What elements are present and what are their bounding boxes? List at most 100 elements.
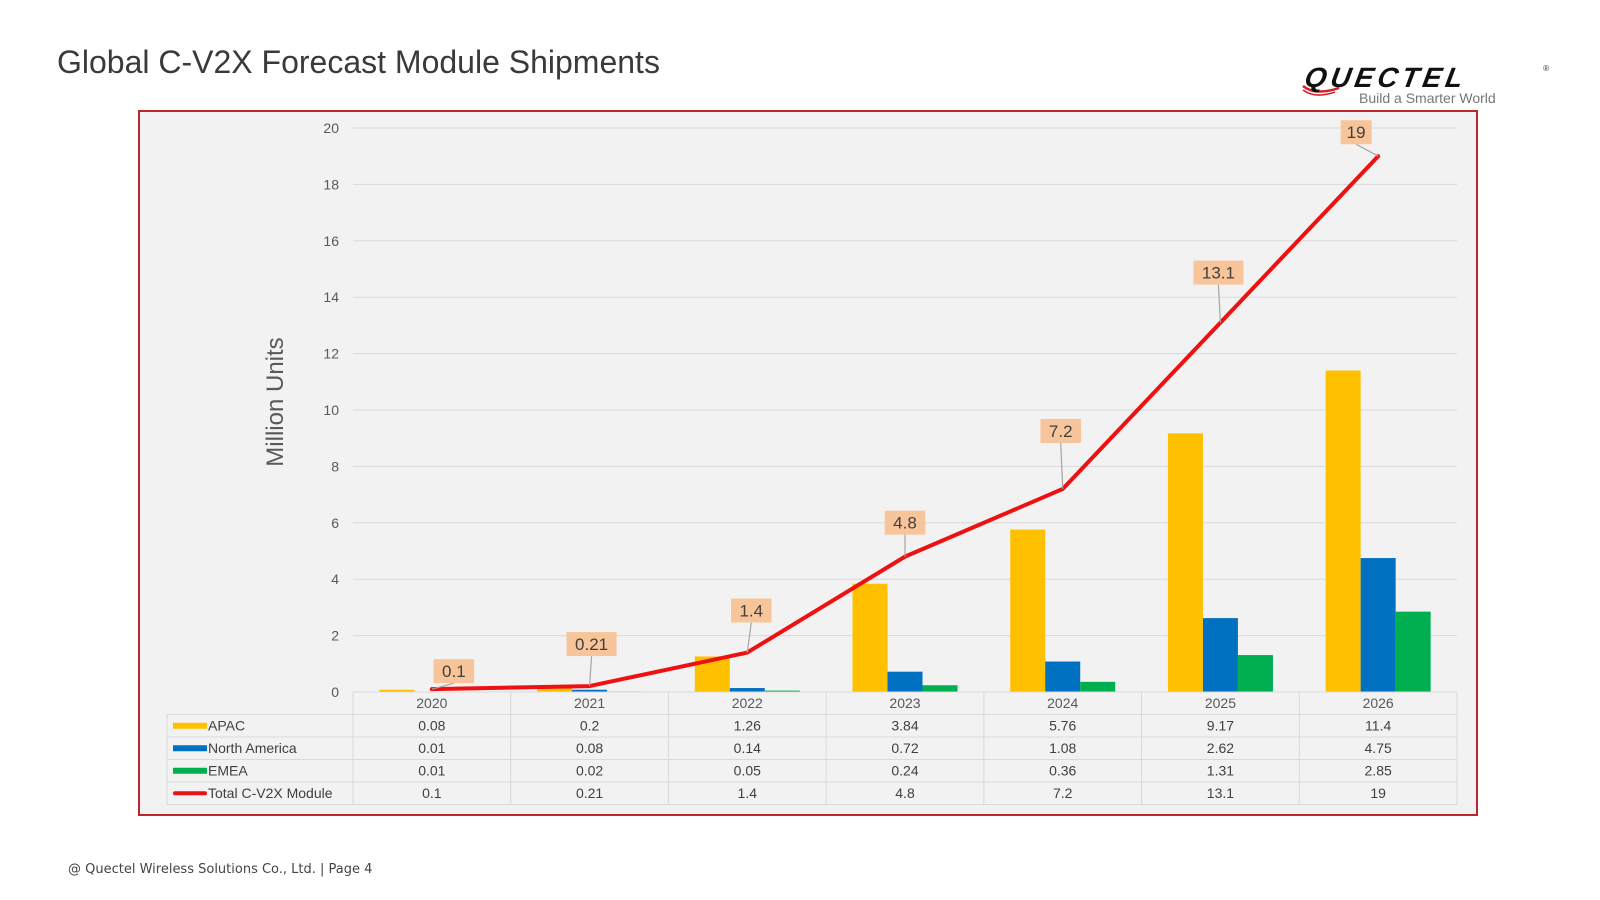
bar-apac bbox=[1010, 529, 1046, 692]
bar-apac bbox=[379, 689, 415, 692]
quectel-logo: QUECTEL ® Build a Smarter World bbox=[1302, 62, 1555, 110]
y-tick-label: 14 bbox=[323, 289, 339, 305]
table-cell: 2.85 bbox=[1365, 763, 1392, 779]
table-cell: 1.4 bbox=[738, 785, 758, 801]
legend-key bbox=[173, 791, 207, 796]
table-cell: 0.24 bbox=[891, 763, 918, 779]
data-label: 0.21 bbox=[575, 635, 608, 654]
x-tick-label: 2020 bbox=[416, 695, 447, 711]
bar-apac bbox=[537, 686, 573, 692]
y-tick-label: 12 bbox=[323, 346, 339, 362]
table-cell: 9.17 bbox=[1207, 718, 1234, 734]
y-axis-label: Million Units bbox=[262, 337, 289, 466]
y-tick-label: 4 bbox=[331, 571, 339, 587]
y-tick-label: 8 bbox=[331, 458, 339, 474]
data-label-leader bbox=[431, 682, 455, 690]
legend-key bbox=[173, 767, 207, 774]
bar-north-america bbox=[887, 671, 923, 692]
table-cell: 0.02 bbox=[576, 763, 603, 779]
table-cell: 0.2 bbox=[580, 718, 600, 734]
data-label-leader bbox=[1060, 442, 1064, 489]
data-label: 1.4 bbox=[739, 602, 763, 621]
table-cell: 7.2 bbox=[1053, 785, 1073, 801]
y-tick-labels: 0 2 4 6 8 10 12 14 16 18 20 bbox=[323, 120, 339, 700]
table-cell: 2.62 bbox=[1207, 740, 1234, 756]
bar-north-america bbox=[572, 689, 608, 692]
table-cell: 0.1 bbox=[422, 785, 442, 801]
table-cell: 19 bbox=[1370, 785, 1386, 801]
gridlines bbox=[353, 127, 1457, 693]
data-label-leader bbox=[588, 656, 593, 687]
data-label: 19 bbox=[1347, 123, 1366, 142]
y-tick-label: 0 bbox=[331, 684, 339, 700]
table-cell: 0.05 bbox=[734, 763, 761, 779]
x-tick-label: 2023 bbox=[889, 695, 920, 711]
legend-label: EMEA bbox=[208, 763, 248, 779]
legend-label: North America bbox=[208, 740, 297, 756]
logo-swoosh-icon bbox=[1302, 84, 1340, 96]
table-cell: 1.08 bbox=[1049, 740, 1076, 756]
bar-north-america bbox=[729, 688, 765, 692]
data-label: 13.1 bbox=[1202, 264, 1235, 283]
data-label-box bbox=[884, 510, 926, 535]
table-cell: 0.21 bbox=[576, 785, 603, 801]
bar-apac bbox=[852, 583, 888, 692]
bar-emea bbox=[764, 690, 800, 692]
logo-registered-mark: ® bbox=[1543, 64, 1549, 73]
data-label: 4.8 bbox=[893, 514, 917, 533]
bar-emea bbox=[1237, 655, 1273, 692]
table-cell: 0.08 bbox=[576, 740, 603, 756]
bar-north-america bbox=[1045, 661, 1081, 692]
bar-emea bbox=[922, 685, 958, 692]
slide-title: Global C-V2X Forecast Module Shipments bbox=[57, 44, 660, 80]
table-cell: 0.08 bbox=[418, 718, 445, 734]
x-tick-label: 2021 bbox=[574, 695, 605, 711]
data-labels: 0.1 0.21 1.4 4.8 7.2 13.1 19 bbox=[431, 120, 1379, 690]
footer-copyright: @ Quectel Wireless Solutions Co., Ltd. |… bbox=[68, 862, 373, 877]
y-tick-label: 6 bbox=[331, 515, 339, 531]
y-tick-label: 16 bbox=[323, 233, 339, 249]
table-cell: 0.01 bbox=[418, 763, 445, 779]
data-label: 0.1 bbox=[442, 662, 466, 681]
x-tick-label: 2026 bbox=[1363, 695, 1394, 711]
x-tick-label: 2022 bbox=[732, 695, 763, 711]
data-label-leader bbox=[746, 622, 752, 653]
y-tick-label: 2 bbox=[331, 628, 339, 644]
data-label: 7.2 bbox=[1049, 422, 1073, 441]
logo-tagline: Build a Smarter World bbox=[1359, 90, 1496, 106]
y-tick-label: 10 bbox=[323, 402, 339, 418]
y-tick-label: 20 bbox=[323, 120, 339, 136]
table-cell: 5.76 bbox=[1049, 718, 1076, 734]
chart-frame bbox=[138, 110, 1478, 816]
bar-emea bbox=[1080, 681, 1116, 692]
table-cell: 0.14 bbox=[734, 740, 761, 756]
data-label-leader bbox=[1217, 284, 1222, 323]
data-label-box bbox=[1193, 260, 1244, 285]
table-cell: 1.26 bbox=[734, 718, 761, 734]
y-tick-label: 18 bbox=[323, 176, 339, 192]
legend-label: APAC bbox=[208, 718, 245, 734]
legend-key bbox=[173, 722, 207, 729]
table-cell: 13.1 bbox=[1207, 785, 1234, 801]
bar-emea bbox=[1395, 611, 1431, 692]
table-cell: 1.31 bbox=[1207, 763, 1234, 779]
bar-marks bbox=[379, 370, 1431, 693]
bar-apac bbox=[1325, 370, 1361, 692]
table-cell: 11.4 bbox=[1365, 718, 1391, 734]
table-cell: 4.8 bbox=[895, 785, 915, 801]
legend-label: Total C-V2X Module bbox=[208, 785, 333, 801]
data-label-leader bbox=[1355, 143, 1379, 157]
table-cell: 0.72 bbox=[891, 740, 918, 756]
data-label-box bbox=[566, 632, 617, 657]
bar-apac bbox=[1167, 433, 1203, 692]
line-series bbox=[429, 154, 1381, 692]
data-label-box bbox=[1040, 418, 1081, 443]
data-label-box bbox=[731, 598, 772, 623]
data-label-box bbox=[433, 659, 475, 684]
bar-north-america bbox=[1202, 618, 1238, 692]
table-cell: 4.75 bbox=[1365, 740, 1392, 756]
total-line bbox=[429, 154, 1381, 692]
x-tick-label: 2024 bbox=[1047, 695, 1078, 711]
